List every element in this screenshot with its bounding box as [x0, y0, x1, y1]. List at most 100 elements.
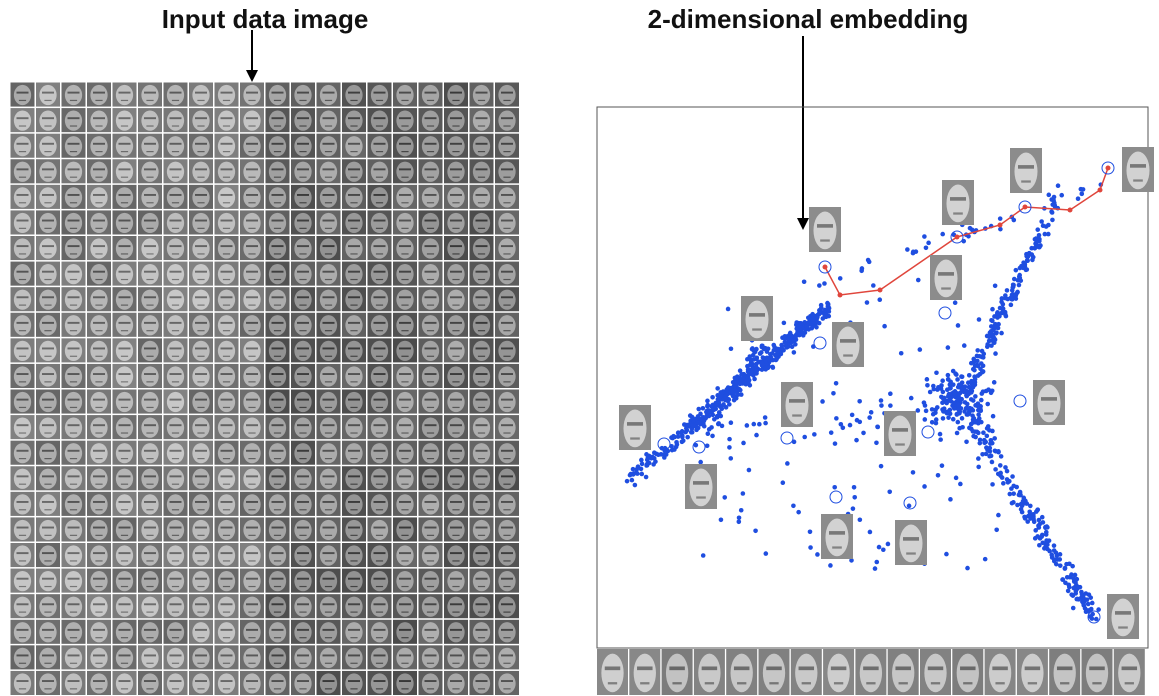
- point: [874, 560, 879, 565]
- eyes: [93, 654, 105, 656]
- face: [218, 417, 235, 437]
- eyes: [246, 654, 258, 656]
- point: [739, 372, 744, 377]
- face: [116, 110, 133, 130]
- mouth: [121, 151, 128, 152]
- highlight: [939, 307, 951, 319]
- mouth: [248, 253, 255, 254]
- point: [829, 430, 834, 435]
- mouth: [401, 432, 408, 433]
- mouth: [325, 356, 332, 357]
- face: [218, 290, 235, 310]
- path-point: [823, 265, 828, 270]
- point: [964, 439, 969, 444]
- mouth: [223, 202, 230, 203]
- eyes: [144, 347, 156, 349]
- mouth: [376, 509, 383, 510]
- mouth: [172, 637, 179, 638]
- point: [827, 306, 832, 311]
- mouth: [95, 484, 102, 485]
- face: [167, 162, 184, 182]
- eyes: [170, 322, 182, 324]
- eyes: [170, 245, 182, 247]
- eyes: [476, 168, 488, 170]
- eyes: [374, 347, 386, 349]
- eyes: [195, 322, 207, 324]
- face: [116, 238, 133, 258]
- point: [1059, 193, 1064, 198]
- face: [447, 392, 464, 412]
- mouth: [401, 228, 408, 229]
- face: [473, 673, 490, 693]
- eyes: [17, 475, 29, 477]
- face: [396, 673, 413, 693]
- point: [1073, 580, 1078, 585]
- mouth: [274, 330, 281, 331]
- face: [422, 110, 439, 130]
- point: [1090, 616, 1095, 621]
- eyes: [450, 475, 462, 477]
- face: [396, 494, 413, 514]
- mouth: [44, 151, 51, 152]
- eyes: [323, 271, 335, 273]
- mouth: [70, 356, 77, 357]
- eyes: [144, 450, 156, 452]
- point: [941, 390, 946, 395]
- mouth: [44, 279, 51, 280]
- face: [14, 571, 31, 591]
- mouth: [19, 228, 26, 229]
- mouth: [376, 279, 383, 280]
- eyes: [374, 527, 386, 529]
- mouth: [299, 688, 306, 689]
- face: [65, 597, 82, 617]
- eyes: [17, 603, 29, 605]
- face: [141, 443, 158, 463]
- point: [971, 398, 976, 403]
- face: [473, 571, 490, 591]
- eyes: [272, 220, 284, 222]
- face: [269, 469, 286, 489]
- mouth: [325, 688, 332, 689]
- point: [940, 407, 945, 412]
- point: [676, 430, 681, 435]
- face: [65, 520, 82, 540]
- eyes: [501, 92, 513, 94]
- eyes: [297, 271, 309, 273]
- eyes: [144, 654, 156, 656]
- face: [116, 315, 133, 335]
- face: [345, 648, 362, 668]
- mouth: [121, 125, 128, 126]
- face: [141, 392, 158, 412]
- eyes: [605, 666, 621, 670]
- face: [243, 341, 260, 361]
- mouth: [223, 586, 230, 587]
- eyes: [425, 424, 437, 426]
- face: [39, 238, 56, 258]
- mouth: [44, 202, 51, 203]
- face: [65, 213, 82, 233]
- eyes: [348, 220, 360, 222]
- point: [653, 459, 658, 464]
- point: [979, 398, 984, 403]
- point: [687, 422, 692, 427]
- path-point: [1098, 188, 1103, 193]
- mouth: [350, 381, 357, 382]
- point: [1051, 198, 1056, 203]
- point: [1039, 534, 1044, 539]
- face: [698, 654, 720, 693]
- face: [167, 136, 184, 156]
- mouth: [299, 202, 306, 203]
- eyes: [195, 578, 207, 580]
- face: [141, 162, 158, 182]
- eyes: [42, 271, 54, 273]
- face: [218, 494, 235, 514]
- point: [662, 452, 667, 457]
- mouth: [70, 560, 77, 561]
- point: [967, 385, 972, 390]
- mouth: [146, 458, 153, 459]
- mouth: [452, 228, 459, 229]
- eyes: [42, 654, 54, 656]
- eyes: [1018, 165, 1034, 169]
- face: [14, 264, 31, 284]
- eyes: [323, 245, 335, 247]
